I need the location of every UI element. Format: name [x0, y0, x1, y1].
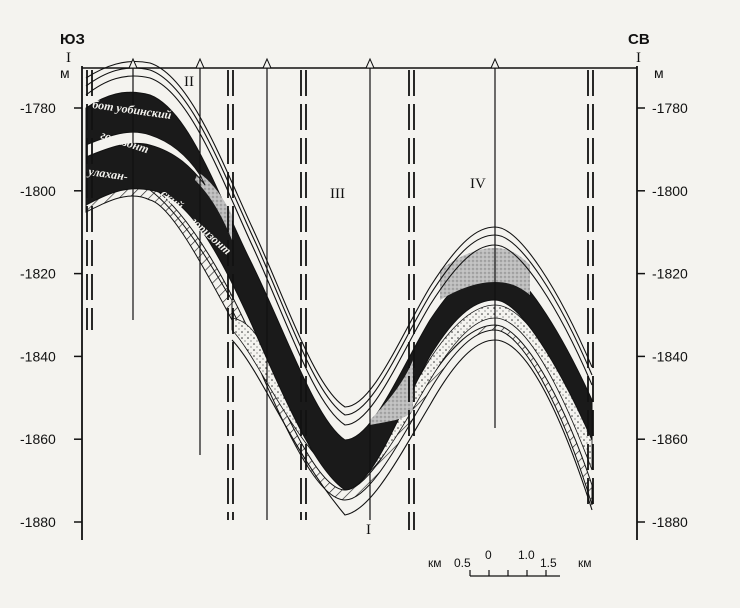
block-label-iv: IV	[470, 176, 486, 192]
grey-layer-right	[440, 248, 530, 300]
left-axis-tick-label: -1880	[20, 514, 56, 530]
left-axis-tick-label: -1840	[20, 348, 56, 364]
black-horizon-layer	[85, 91, 593, 491]
left-depth-axis: -1780 -1800 -1820 -1840 -1860 -1880	[20, 66, 83, 540]
scale-bar: км 0.5 0 1.0 1.5 км	[428, 548, 592, 577]
block-label-ii: II	[184, 74, 194, 90]
left-axis-tick-label: -1820	[20, 266, 56, 282]
scale-label-1-5: 1.5	[540, 556, 557, 570]
wells	[128, 57, 500, 520]
left-axis-tick-label: -1800	[20, 183, 56, 199]
section-bottom-marker: I	[366, 522, 371, 538]
well-marker-icon	[195, 57, 205, 69]
well-marker-icon	[490, 57, 500, 69]
section-end-marker: I	[636, 50, 641, 66]
right-axis-tick-label: -1780	[652, 100, 688, 116]
northeast-label: СВ	[628, 31, 650, 48]
top-band	[85, 75, 593, 426]
bottom-band	[231, 339, 593, 516]
left-axis-tick-label: -1780	[20, 100, 56, 116]
top-band-3	[85, 60, 593, 408]
scale-label-1-0: 1.0	[518, 548, 535, 562]
grey-layer-left	[195, 172, 232, 240]
faults	[86, 70, 594, 530]
strata	[85, 60, 593, 516]
white-interlayer	[85, 131, 206, 186]
top-band-2	[85, 67, 593, 416]
left-axis-tick-label: -1860	[20, 431, 56, 447]
left-unit-label: м	[60, 65, 70, 81]
block-label-iii: III	[330, 186, 345, 202]
well-marker-icon	[365, 57, 375, 69]
right-axis-tick-label: -1800	[652, 183, 688, 199]
scale-unit-right: км	[578, 556, 592, 570]
right-axis-tick-label: -1840	[652, 348, 688, 364]
right-axis-tick-label: -1880	[652, 514, 688, 530]
horizon-label-3: улахан-	[86, 164, 129, 184]
scale-label-0-5: 0.5	[454, 556, 471, 570]
grey-layer-center	[370, 360, 413, 425]
well-marker-icon	[128, 57, 138, 69]
scale-unit-left: км	[428, 556, 442, 570]
right-axis-tick-label: -1860	[652, 431, 688, 447]
right-depth-axis: -1780 -1800 -1820 -1840 -1860 -1880	[636, 66, 688, 540]
section-start-marker: I	[66, 50, 71, 66]
scale-label-0: 0	[485, 548, 492, 562]
right-axis-tick-label: -1820	[652, 266, 688, 282]
right-unit-label: м	[654, 65, 664, 81]
well-marker-icon	[262, 57, 272, 69]
southwest-label: ЮЗ	[60, 31, 85, 48]
